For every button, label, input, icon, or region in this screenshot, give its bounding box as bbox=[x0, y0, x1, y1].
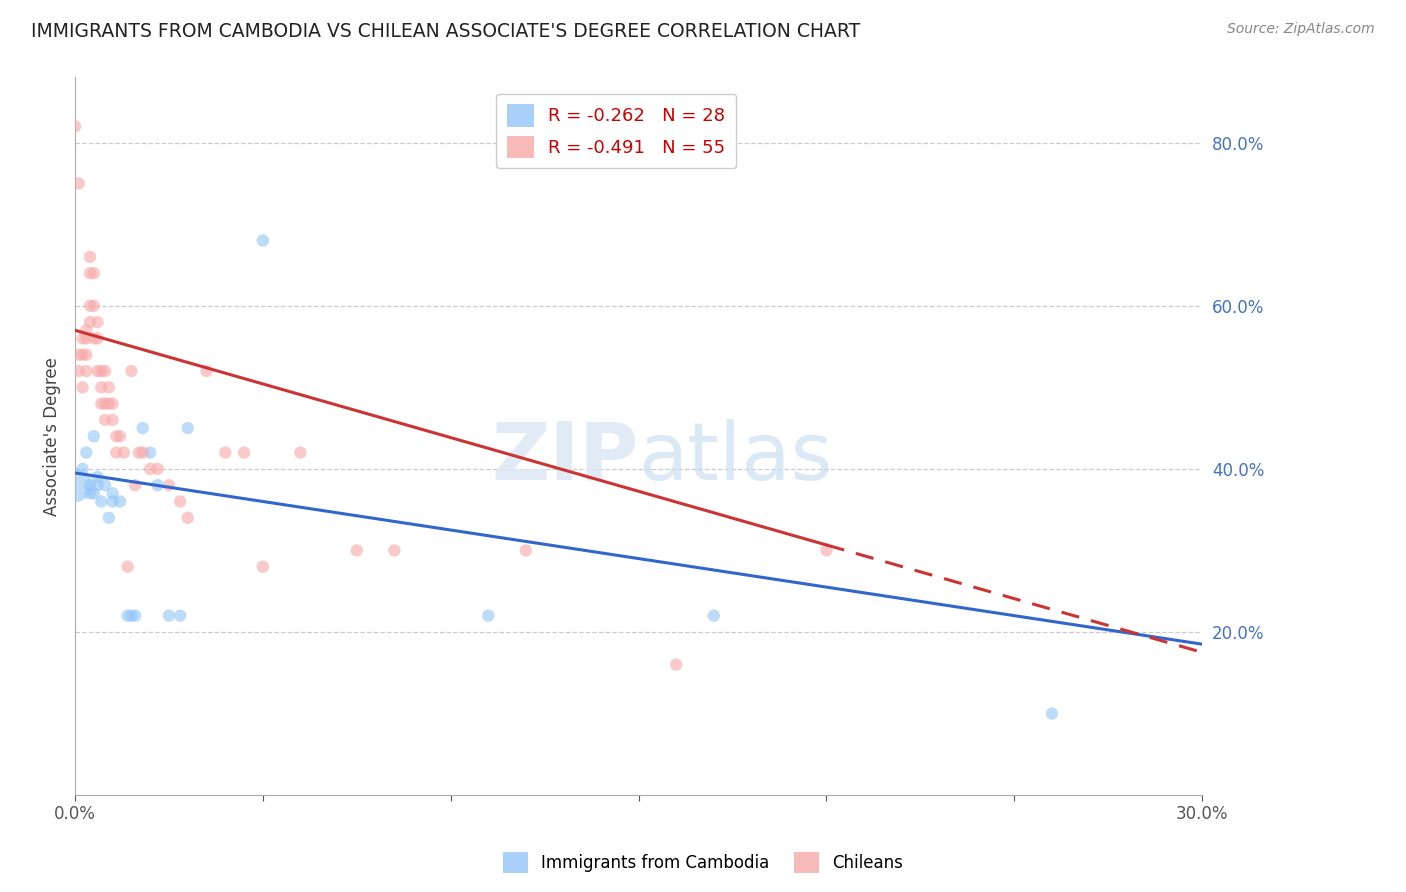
Point bbox=[120, 364, 142, 378]
Point bbox=[117, 608, 139, 623]
Point bbox=[79, 478, 101, 492]
Point bbox=[146, 462, 169, 476]
Legend: Immigrants from Cambodia, Chileans: Immigrants from Cambodia, Chileans bbox=[496, 846, 910, 880]
Point bbox=[63, 478, 86, 492]
Point bbox=[79, 299, 101, 313]
Point bbox=[90, 380, 112, 394]
Point bbox=[90, 494, 112, 508]
Point bbox=[83, 429, 105, 443]
Point bbox=[233, 445, 256, 459]
Point bbox=[252, 559, 274, 574]
Point bbox=[703, 608, 725, 623]
Point bbox=[86, 331, 108, 345]
Point bbox=[90, 364, 112, 378]
Point bbox=[139, 462, 162, 476]
Point bbox=[108, 494, 131, 508]
Point bbox=[86, 315, 108, 329]
Point bbox=[67, 177, 90, 191]
Point bbox=[86, 478, 108, 492]
Point bbox=[665, 657, 688, 672]
Point bbox=[72, 331, 94, 345]
Point bbox=[120, 608, 142, 623]
Point bbox=[75, 323, 97, 337]
Point bbox=[79, 486, 101, 500]
Point bbox=[63, 120, 86, 134]
Point bbox=[72, 380, 94, 394]
Point bbox=[195, 364, 218, 378]
Point bbox=[177, 510, 200, 524]
Point bbox=[139, 445, 162, 459]
Point bbox=[108, 429, 131, 443]
Y-axis label: Associate's Degree: Associate's Degree bbox=[44, 357, 60, 516]
Point bbox=[79, 250, 101, 264]
Point bbox=[214, 445, 236, 459]
Point bbox=[101, 413, 124, 427]
Text: IMMIGRANTS FROM CAMBODIA VS CHILEAN ASSOCIATE'S DEGREE CORRELATION CHART: IMMIGRANTS FROM CAMBODIA VS CHILEAN ASSO… bbox=[31, 22, 860, 41]
Point bbox=[252, 234, 274, 248]
Point bbox=[97, 510, 120, 524]
Point bbox=[477, 608, 499, 623]
Point bbox=[105, 429, 128, 443]
Point bbox=[83, 299, 105, 313]
Text: Source: ZipAtlas.com: Source: ZipAtlas.com bbox=[1227, 22, 1375, 37]
Point bbox=[131, 445, 153, 459]
Point bbox=[157, 478, 180, 492]
Point bbox=[169, 494, 191, 508]
Point bbox=[101, 397, 124, 411]
Point bbox=[97, 397, 120, 411]
Point bbox=[290, 445, 312, 459]
Point bbox=[75, 364, 97, 378]
Point bbox=[124, 478, 146, 492]
Point bbox=[94, 397, 117, 411]
Point bbox=[67, 348, 90, 362]
Point bbox=[72, 348, 94, 362]
Point bbox=[72, 462, 94, 476]
Point bbox=[67, 364, 90, 378]
Point bbox=[515, 543, 537, 558]
Point bbox=[157, 608, 180, 623]
Point bbox=[101, 494, 124, 508]
Point bbox=[94, 413, 117, 427]
Point bbox=[117, 559, 139, 574]
Legend: R = -0.262   N = 28, R = -0.491   N = 55: R = -0.262 N = 28, R = -0.491 N = 55 bbox=[496, 94, 737, 169]
Point bbox=[83, 486, 105, 500]
Point bbox=[94, 364, 117, 378]
Point bbox=[105, 445, 128, 459]
Point bbox=[90, 397, 112, 411]
Point bbox=[83, 331, 105, 345]
Point bbox=[79, 315, 101, 329]
Point bbox=[146, 478, 169, 492]
Point bbox=[124, 608, 146, 623]
Point bbox=[86, 470, 108, 484]
Point bbox=[384, 543, 406, 558]
Point bbox=[131, 421, 153, 435]
Point bbox=[94, 478, 117, 492]
Point bbox=[112, 445, 135, 459]
Text: atlas: atlas bbox=[638, 418, 832, 497]
Point bbox=[75, 445, 97, 459]
Point bbox=[86, 364, 108, 378]
Point bbox=[97, 380, 120, 394]
Point bbox=[346, 543, 368, 558]
Text: ZIP: ZIP bbox=[491, 418, 638, 497]
Point bbox=[79, 266, 101, 280]
Point bbox=[1040, 706, 1063, 721]
Point bbox=[169, 608, 191, 623]
Point bbox=[101, 486, 124, 500]
Point bbox=[128, 445, 150, 459]
Point bbox=[75, 331, 97, 345]
Point bbox=[815, 543, 838, 558]
Point bbox=[177, 421, 200, 435]
Point bbox=[83, 266, 105, 280]
Point bbox=[75, 348, 97, 362]
